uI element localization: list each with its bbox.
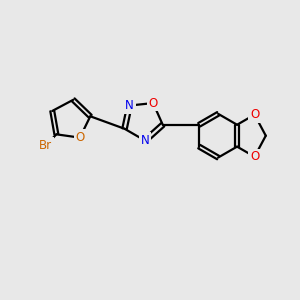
Text: O: O: [75, 131, 85, 144]
Text: O: O: [250, 150, 259, 163]
Text: N: N: [141, 134, 149, 147]
Text: N: N: [125, 99, 134, 112]
Text: O: O: [250, 108, 259, 121]
Text: O: O: [148, 97, 158, 110]
Text: Br: Br: [39, 139, 52, 152]
